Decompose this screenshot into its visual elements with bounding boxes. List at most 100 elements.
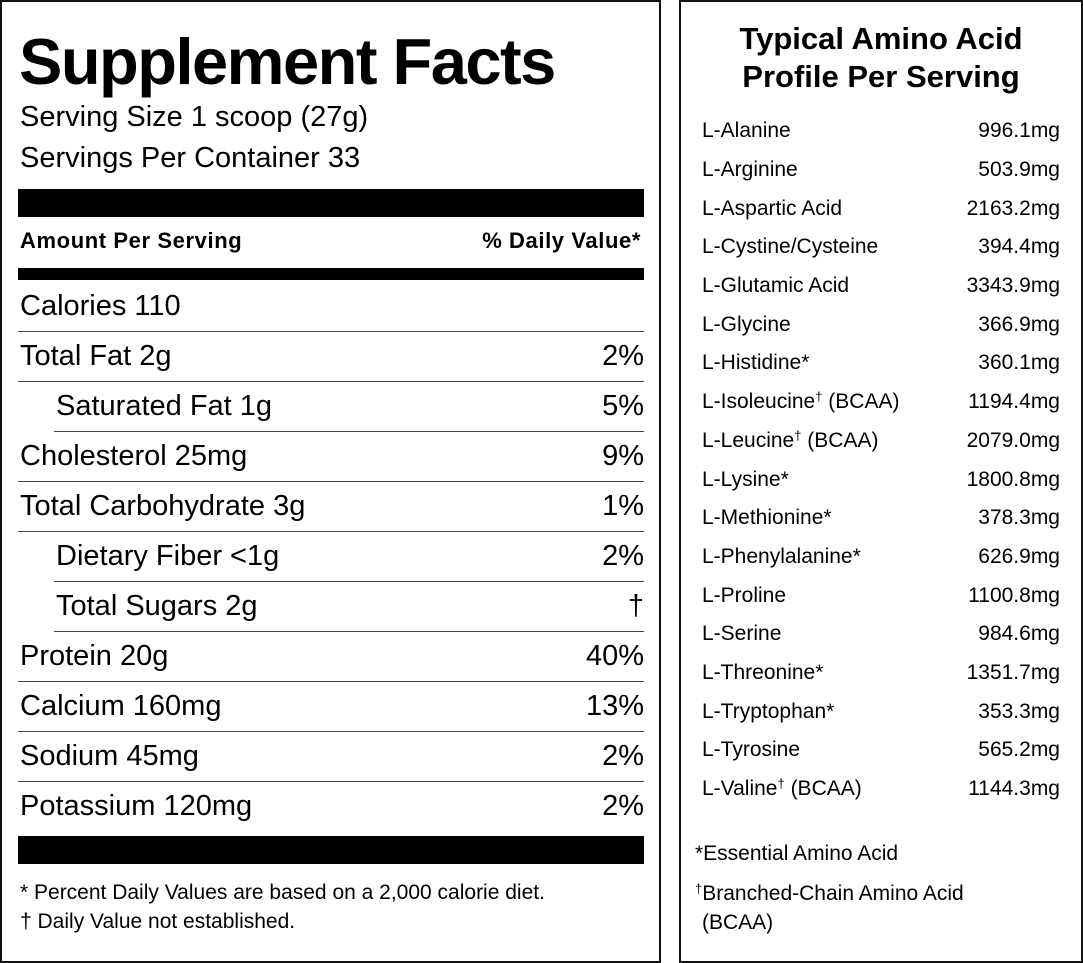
dagger: † [815, 389, 823, 405]
amino-row: L-Proline 1100.8mg [702, 576, 1060, 615]
amino-name-text: L-Methionine* [702, 506, 832, 530]
amino-row: L-Threonine* 1351.7mg [702, 654, 1060, 693]
amino-name: L-Threonine* [702, 661, 823, 685]
daily-value: 1% [602, 490, 644, 522]
amino-name: L-Arginine [702, 158, 798, 182]
amino-name: L-Isoleucine† (BCAA) [702, 390, 899, 414]
amino-name-text: L-Alanine [702, 119, 791, 143]
nutrient-label: Cholesterol 25mg [20, 440, 248, 472]
amino-row: L-Leucine† (BCAA) 2079.0mg [702, 422, 1060, 461]
title-line: Profile Per Serving [742, 59, 1020, 94]
nutrient-row: Dietary Fiber <1g 2% [54, 532, 644, 582]
amino-row: L-Lysine* 1800.8mg [702, 460, 1060, 499]
amino-row: L-Valine† (BCAA) 1144.3mg [702, 770, 1060, 809]
nutrient-label: Calories 110 [20, 290, 181, 322]
amino-name: L-Leucine† (BCAA) [702, 429, 878, 453]
nutrient-label: Total Carbohydrate 3g [20, 490, 306, 522]
dagger: † [794, 427, 802, 443]
amino-row: L-Histidine* 360.1mg [702, 344, 1060, 383]
amino-name: L-Valine† (BCAA) [702, 777, 862, 801]
amino-name-text: L-Tyrosine [702, 738, 801, 762]
serving-size: Serving Size 1 scoop (27g) [20, 101, 369, 133]
amino-name-text: L-Proline [702, 583, 787, 607]
footnote-text: Branched-Chain Amino Acid [702, 882, 964, 905]
footnote: *Essential Amino Acid [695, 842, 899, 865]
title-line: Typical Amino Acid [739, 21, 1023, 56]
amino-amount: 2163.2mg [966, 196, 1060, 220]
amino-name: L-Methionine* [702, 506, 832, 530]
amino-acid-panel: Typical Amino Acid Profile Per Serving L… [679, 0, 1083, 963]
nutrient-row: Sodium 45mg 2% [18, 732, 644, 782]
daily-value: 2% [602, 340, 644, 372]
amino-amount: 996.1mg [978, 119, 1060, 143]
supplement-facts-panel: Supplement Facts Serving Size 1 scoop (2… [0, 0, 661, 963]
amino-amount: 1194.4mg [968, 390, 1060, 414]
nutrient-row: Potassium 120mg 2% [18, 782, 644, 831]
footnote: † Daily Value not established. [20, 910, 296, 933]
amino-row: L-Glutamic Acid 3343.9mg [702, 267, 1060, 306]
bar [18, 268, 644, 280]
amino-name-text: L-Glutamic Acid [702, 274, 850, 298]
daily-value: 13% [585, 690, 644, 722]
nutrient-label: Dietary Fiber <1g [56, 540, 280, 572]
amino-row: L-Alanine 996.1mg [702, 112, 1060, 151]
daily-value-header: % Daily Value* [482, 228, 641, 253]
amino-amount: 503.9mg [978, 158, 1060, 182]
amino-amount: 3343.9mg [966, 274, 1060, 298]
daily-value: 2% [602, 740, 644, 772]
amino-name-text: L-Phenylalanine* [702, 544, 861, 568]
amino-row: L-Tryptophan* 353.3mg [702, 692, 1060, 731]
amino-name: L-Cystine/Cysteine [702, 235, 878, 259]
nutrient-label: Sodium 45mg [20, 740, 199, 772]
amino-name: L-Tryptophan* [702, 700, 834, 724]
amino-amount: 2079.0mg [966, 428, 1060, 452]
thick-bar [18, 836, 644, 864]
amino-amount: 626.9mg [978, 544, 1060, 568]
title: Supplement Facts [19, 25, 556, 98]
amino-name: L-Phenylalanine* [702, 545, 861, 569]
amino-row: L-Phenylalanine* 626.9mg [702, 538, 1060, 577]
dagger: † [777, 776, 785, 792]
thick-bar [18, 189, 644, 217]
amino-name-text: L-Histidine* [702, 351, 810, 375]
amino-name: L-Aspartic Acid [702, 197, 842, 221]
daily-value: 2% [602, 790, 644, 822]
amino-name-text: L-Arginine [702, 158, 798, 182]
daily-value: 2% [602, 540, 644, 572]
nutrient-label: Potassium 120mg [20, 790, 253, 822]
nutrient-row: Total Fat 2g 2% [18, 332, 644, 382]
nutrient-row: Total Sugars 2g † [54, 582, 644, 632]
servings-per-container: Servings Per Container 33 [20, 142, 361, 174]
amino-amount: 394.4mg [978, 235, 1060, 259]
nutrient-label: Calcium 160mg [20, 690, 222, 722]
amino-amount: 565.2mg [978, 738, 1060, 762]
amino-row: L-Arginine 503.9mg [702, 151, 1060, 190]
amino-name-text: L-Lysine* [702, 467, 789, 491]
footnote: †Branched-Chain Amino Acid (BCAA) [695, 879, 964, 937]
bcaa-note: (BCAA) [822, 390, 900, 414]
daily-value: 5% [602, 390, 644, 422]
amino-amount: 378.3mg [978, 506, 1060, 530]
amino-name-text: L-Valine [702, 777, 778, 801]
daily-value: † [627, 590, 644, 622]
amino-name-text: L-Cystine/Cysteine [702, 235, 879, 259]
nutrient-rows: Calories 110 Total Fat 2g 2% Saturated Fat … [18, 282, 644, 831]
bcaa-note: (BCAA) [801, 428, 879, 452]
amino-name: L-Lysine* [702, 468, 789, 492]
daily-value: 9% [602, 440, 644, 472]
amino-row: L-Aspartic Acid 2163.2mg [702, 189, 1060, 228]
nutrient-label: Protein 20g [20, 640, 169, 672]
amino-row: L-Glycine 366.9mg [702, 305, 1060, 344]
nutrient-row: Total Carbohydrate 3g 1% [18, 482, 644, 532]
amino-amount: 1351.7mg [966, 660, 1060, 684]
title: Typical Amino Acid Profile Per Serving [681, 20, 1081, 96]
amino-name: L-Histidine* [702, 351, 809, 375]
amino-name-text: L-Serine [702, 622, 782, 646]
amino-name-text: L-Threonine* [702, 660, 824, 684]
nutrient-label: Saturated Fat 1g [56, 390, 273, 422]
nutrient-row: Protein 20g 40% [18, 632, 644, 682]
amino-amount: 366.9mg [978, 312, 1060, 336]
dagger: † [695, 881, 703, 896]
amino-name: L-Glycine [702, 313, 791, 337]
